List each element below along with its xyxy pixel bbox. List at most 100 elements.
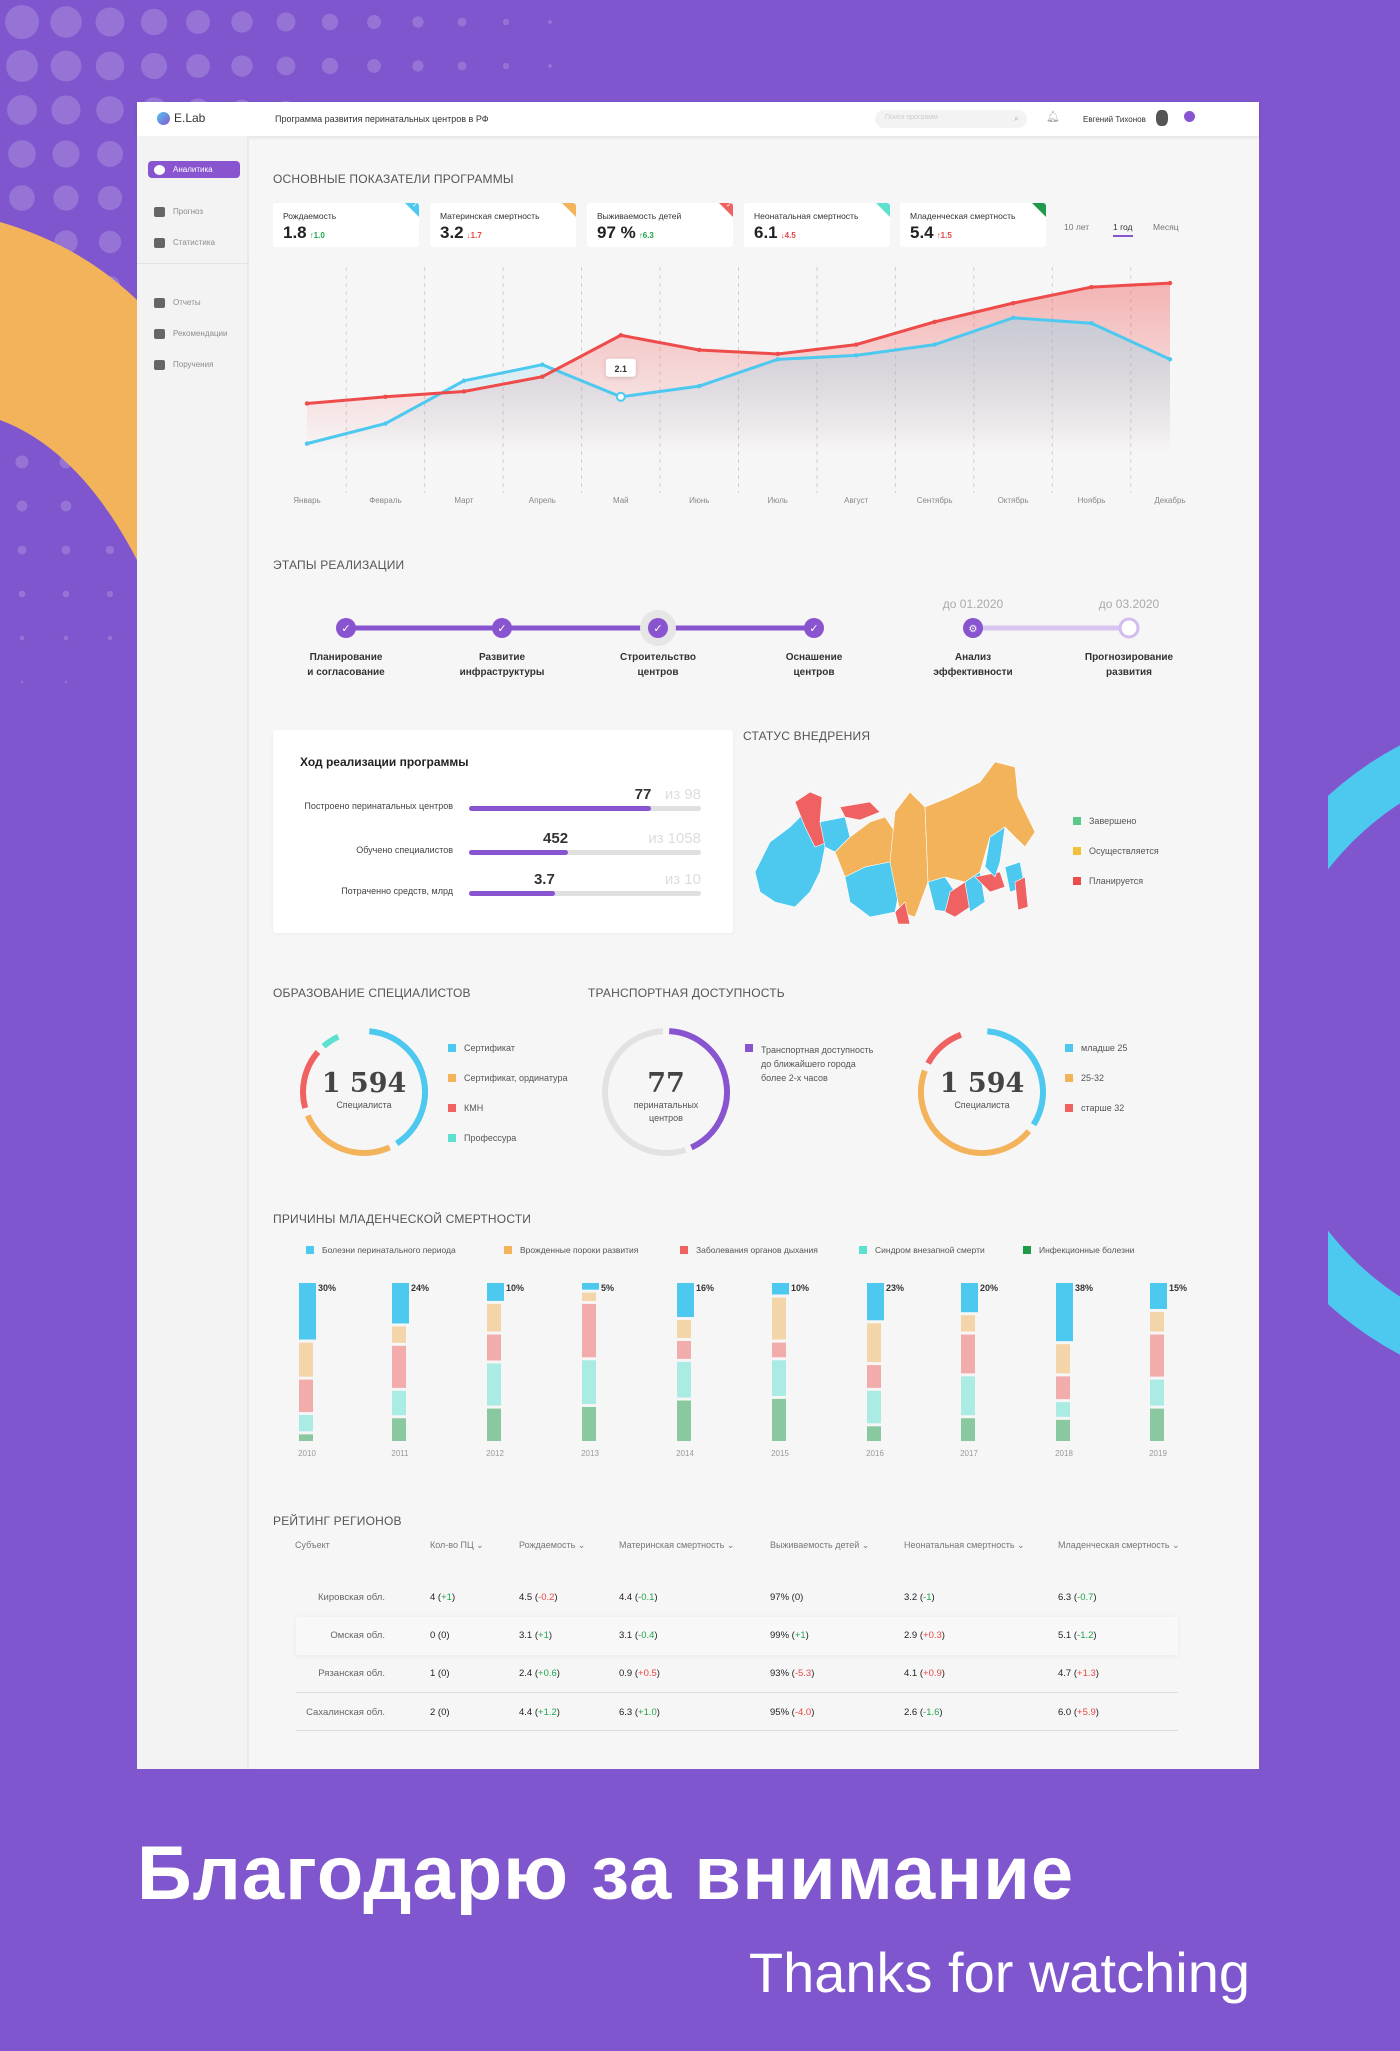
bar-segment[interactable] bbox=[867, 1365, 881, 1388]
bar-segment[interactable] bbox=[299, 1283, 316, 1340]
data-point[interactable] bbox=[383, 394, 388, 400]
bar-segment[interactable] bbox=[867, 1426, 881, 1441]
donut-segment[interactable] bbox=[300, 1050, 321, 1109]
data-point[interactable] bbox=[304, 401, 310, 406]
logout-icon[interactable] bbox=[1184, 111, 1195, 122]
data-point[interactable] bbox=[775, 357, 780, 362]
data-point[interactable] bbox=[1167, 357, 1173, 362]
data-point[interactable] bbox=[853, 353, 859, 358]
column-header-5[interactable]: Неонатальная смертность ⌄ bbox=[904, 1540, 1025, 1550]
map-region[interactable] bbox=[924, 761, 1036, 883]
map-region[interactable] bbox=[984, 826, 1006, 878]
data-point[interactable] bbox=[775, 351, 780, 357]
kpi-card[interactable]: ✓ Выживаемость детей 97 % ↑6.3 bbox=[587, 203, 733, 247]
bar-segment[interactable] bbox=[487, 1334, 501, 1361]
bar-segment[interactable] bbox=[961, 1315, 975, 1332]
donut-segment[interactable] bbox=[369, 1028, 428, 1147]
sidebar-item-0[interactable]: Аналитика bbox=[148, 161, 240, 178]
sidebar-item-5[interactable]: Поручения bbox=[148, 356, 240, 373]
stage-marker[interactable] bbox=[648, 618, 668, 638]
bar-segment[interactable] bbox=[1056, 1376, 1070, 1400]
bar-segment[interactable] bbox=[582, 1406, 596, 1441]
data-point[interactable] bbox=[1089, 321, 1094, 326]
period-tab-1[interactable]: 1 год bbox=[1113, 222, 1133, 237]
data-point[interactable] bbox=[383, 421, 388, 426]
logo[interactable]: E.Lab bbox=[157, 111, 205, 125]
bar-segment[interactable] bbox=[867, 1283, 884, 1321]
bar-segment[interactable] bbox=[1150, 1379, 1164, 1406]
bar-segment[interactable] bbox=[677, 1340, 691, 1359]
bar-segment[interactable] bbox=[961, 1334, 975, 1374]
column-header-1[interactable]: Кол-во ПЦ ⌄ bbox=[430, 1540, 484, 1550]
bar-segment[interactable] bbox=[961, 1418, 975, 1441]
donut-segment[interactable] bbox=[669, 1028, 730, 1151]
bar-segment[interactable] bbox=[677, 1400, 691, 1441]
sidebar-item-3[interactable]: Отчеты bbox=[148, 294, 240, 311]
bar-segment[interactable] bbox=[677, 1283, 694, 1318]
data-point[interactable] bbox=[540, 362, 545, 367]
bar-segment[interactable] bbox=[392, 1418, 406, 1441]
bar-segment[interactable] bbox=[1150, 1283, 1167, 1309]
bar-segment[interactable] bbox=[961, 1283, 978, 1313]
data-point[interactable] bbox=[1010, 315, 1016, 321]
stage-marker[interactable] bbox=[804, 618, 824, 638]
data-point[interactable] bbox=[1167, 280, 1173, 286]
bar-segment[interactable] bbox=[772, 1360, 786, 1396]
bar-segment[interactable] bbox=[1056, 1402, 1070, 1417]
donut-segment[interactable] bbox=[987, 1028, 1046, 1127]
bar-segment[interactable] bbox=[1150, 1408, 1164, 1441]
bar-segment[interactable] bbox=[582, 1292, 596, 1301]
column-header-3[interactable]: Материнская смертность ⌄ bbox=[619, 1540, 735, 1550]
user-name[interactable]: Евгений Тихонов bbox=[1083, 115, 1146, 124]
bar-segment[interactable] bbox=[582, 1283, 599, 1290]
bar-segment[interactable] bbox=[867, 1390, 881, 1424]
bar-segment[interactable] bbox=[772, 1398, 786, 1441]
data-point[interactable] bbox=[1089, 284, 1094, 290]
stage-marker-planned[interactable] bbox=[1118, 617, 1140, 639]
data-point[interactable] bbox=[697, 347, 702, 353]
bar-segment[interactable] bbox=[1056, 1419, 1070, 1441]
bar-segment[interactable] bbox=[582, 1360, 596, 1404]
kpi-card[interactable]: Материнская смертность 3.2 ↓1.7 bbox=[430, 203, 576, 247]
bar-segment[interactable] bbox=[392, 1283, 409, 1324]
map-region[interactable] bbox=[894, 901, 911, 925]
data-point[interactable] bbox=[540, 374, 545, 379]
stage-marker[interactable] bbox=[963, 618, 983, 638]
search-icon[interactable]: ⌕ bbox=[1013, 113, 1019, 123]
column-header-2[interactable]: Рождаемость ⌄ bbox=[519, 1540, 586, 1550]
column-header-4[interactable]: Выживаемость детей ⌄ bbox=[770, 1540, 870, 1550]
sidebar-item-2[interactable]: Статистика bbox=[148, 234, 240, 251]
data-point[interactable] bbox=[853, 342, 859, 347]
bar-segment[interactable] bbox=[772, 1342, 786, 1358]
bar-segment[interactable] bbox=[1056, 1283, 1073, 1342]
bar-segment[interactable] bbox=[299, 1415, 313, 1432]
donut-segment[interactable] bbox=[321, 1033, 340, 1049]
data-point[interactable] bbox=[618, 333, 624, 338]
map-region[interactable] bbox=[944, 881, 971, 918]
sidebar-item-4[interactable]: Рекомендации bbox=[148, 325, 240, 342]
bar-segment[interactable] bbox=[677, 1361, 691, 1398]
bar-segment[interactable] bbox=[1056, 1344, 1070, 1374]
bar-segment[interactable] bbox=[772, 1283, 789, 1295]
bar-segment[interactable] bbox=[772, 1297, 786, 1340]
data-point[interactable] bbox=[932, 319, 937, 325]
bar-segment[interactable] bbox=[961, 1376, 975, 1416]
column-header-6[interactable]: Младенческая смертность ⌄ bbox=[1058, 1540, 1180, 1550]
data-point[interactable] bbox=[304, 441, 310, 446]
bar-segment[interactable] bbox=[392, 1390, 406, 1416]
kpi-card[interactable]: Неонатальная смертность 6.1 ↓4.5 bbox=[744, 203, 890, 247]
bar-segment[interactable] bbox=[677, 1320, 691, 1338]
donut-segment[interactable] bbox=[918, 1069, 1032, 1156]
stage-marker[interactable] bbox=[492, 618, 512, 638]
data-point[interactable] bbox=[461, 378, 467, 383]
period-tab-2[interactable]: Месяц bbox=[1153, 222, 1179, 232]
bar-segment[interactable] bbox=[582, 1303, 596, 1358]
data-point[interactable] bbox=[1010, 300, 1016, 306]
period-tab-0[interactable]: 10 лет bbox=[1064, 222, 1090, 232]
kpi-card[interactable]: ✓ Рождаемость 1.8 ↑1.0 bbox=[273, 203, 419, 247]
map-region[interactable] bbox=[839, 801, 881, 821]
data-point[interactable] bbox=[461, 389, 467, 394]
bar-segment[interactable] bbox=[867, 1323, 881, 1363]
kpi-card[interactable]: Младенческая смертность 5.4 ↑1.5 bbox=[900, 203, 1046, 247]
selected-point[interactable] bbox=[615, 391, 626, 402]
